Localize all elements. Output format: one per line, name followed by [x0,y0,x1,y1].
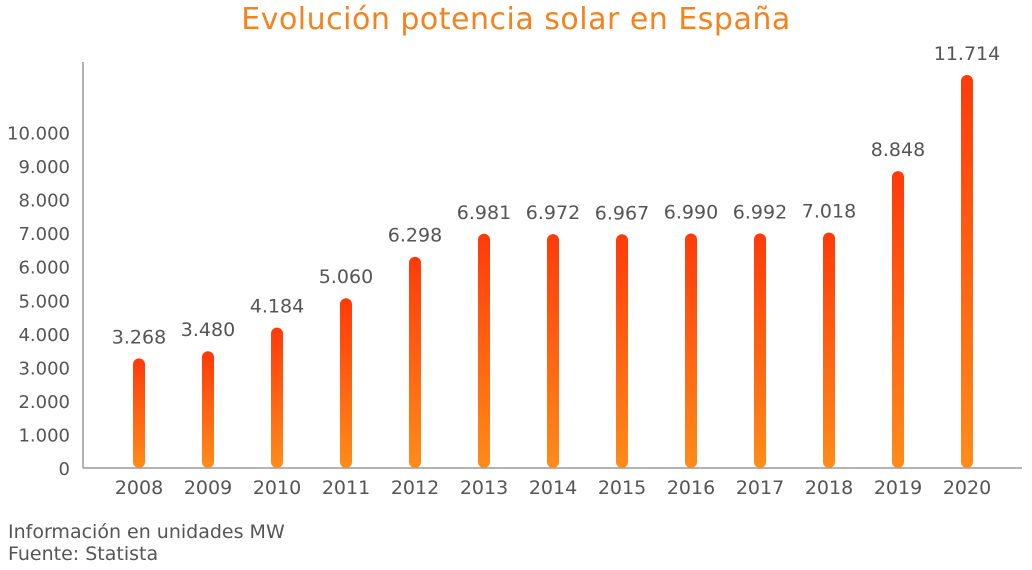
value-labels: 3.268 3.480 4.184 5.060 6.298 6.981 6.972 6.967… [112,43,1000,348]
value-label-2014: 6.972 [526,202,580,224]
value-label-2016: 6.990 [664,201,718,223]
bar-2020 [961,74,973,468]
bar-2018 [823,232,835,468]
x-tick-label-2012: 2012 [391,477,439,499]
bar-2016 [685,233,697,468]
y-tick-label: 6.000 [18,258,70,279]
x-tick-label-2013: 2013 [460,477,508,499]
bar-2015 [616,234,628,468]
bars [133,74,973,468]
x-tick-label-2010: 2010 [253,477,301,499]
bar-2014 [547,234,559,468]
bar-2017 [754,233,766,468]
value-label-2020: 11.714 [934,43,1000,65]
x-tick-labels: 2008 2009 2010 2011 2012 2013 2014 2015 2016 2017… [115,477,991,499]
chart-title: Evolución potencia solar en España [241,2,791,37]
value-label-2008: 3.268 [112,326,166,348]
value-label-2019: 8.848 [871,139,925,161]
y-tick-label: 5.000 [18,291,70,312]
y-tick-label: 10.000 [7,124,70,145]
y-tick-label: 4.000 [18,325,70,346]
bar-2011 [340,298,352,468]
x-tick-label-2015: 2015 [598,477,646,499]
value-label-2017: 6.992 [733,201,787,223]
y-tick-label: 3.000 [18,358,70,379]
value-label-2010: 4.184 [250,296,304,318]
units-note: Información en unidades MW [8,521,285,543]
value-label-2009: 3.480 [181,319,235,341]
value-label-2013: 6.981 [457,202,511,224]
source-note: Fuente: Statista [8,543,159,565]
bar-2012 [409,256,421,468]
x-tick-label-2016: 2016 [667,477,715,499]
y-tick-label: 9.000 [18,157,70,178]
x-tick-label-2008: 2008 [115,477,163,499]
x-tick-label-2018: 2018 [805,477,853,499]
bar-2019 [892,171,904,468]
value-label-2012: 6.298 [388,225,442,247]
bar-2013 [478,233,490,468]
value-label-2015: 6.967 [595,202,649,224]
x-tick-label-2017: 2017 [736,477,784,499]
x-tick-label-2014: 2014 [529,477,577,499]
x-tick-label-2019: 2019 [874,477,922,499]
x-tick-label-2020: 2020 [943,477,991,499]
y-tick-labels: 0 1.000 2.000 3.000 4.000 5.000 6.000 7.000 8.00… [7,124,70,481]
bar-2008 [133,358,145,468]
y-tick-label: 2.000 [18,392,70,413]
value-label-2018: 7.018 [802,201,856,223]
y-tick-label: 7.000 [18,224,70,245]
y-tick-label: 0 [59,459,70,480]
bar-chart: 0 1.000 2.000 3.000 4.000 5.000 6.000 7.000 8.00… [7,43,1022,499]
y-tick-label: 8.000 [18,191,70,212]
bar-2009 [202,351,214,468]
value-label-2011: 5.060 [319,266,373,288]
bar-2010 [271,327,283,468]
y-tick-label: 1.000 [18,425,70,446]
x-tick-label-2009: 2009 [184,477,232,499]
x-tick-label-2011: 2011 [322,477,370,499]
